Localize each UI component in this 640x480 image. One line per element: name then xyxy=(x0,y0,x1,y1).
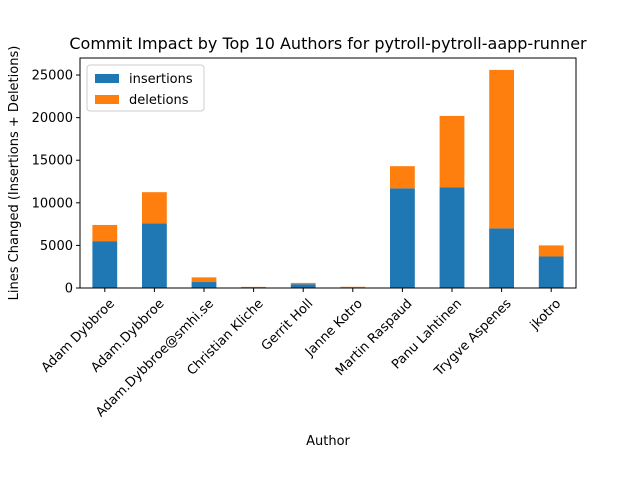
bar-deletions xyxy=(390,166,415,189)
x-tick-label: jkotro xyxy=(527,296,564,333)
legend-label-deletions: deletions xyxy=(129,93,189,108)
legend: insertions deletions xyxy=(86,64,205,112)
y-tick-label: 10000 xyxy=(32,196,73,211)
y-tick-label: 15000 xyxy=(32,154,73,169)
bar-deletions xyxy=(439,115,465,188)
x-axis-label: Author xyxy=(306,434,350,449)
bar-deletions xyxy=(290,282,316,285)
bar-insertions xyxy=(142,223,167,288)
bar-deletions xyxy=(92,224,118,242)
x-axis: Adam DybbroeAdam.DybbroeAdam.Dybbroe@smh… xyxy=(39,288,564,420)
bar-insertions xyxy=(439,187,465,288)
chart-title: Commit Impact by Top 10 Authors for pytr… xyxy=(69,34,587,53)
bar-insertions xyxy=(191,282,217,288)
y-axis: 0 5000 10000 15000 20000 25000 xyxy=(32,69,80,297)
plot-frame xyxy=(79,57,577,289)
y-tick-label: 20000 xyxy=(32,111,73,126)
y-axis-label: Lines Changed (Insertions + Deletions) xyxy=(7,46,22,301)
bar-deletions xyxy=(538,245,564,257)
bar-insertions xyxy=(489,228,514,288)
legend-swatch-insertions xyxy=(95,74,119,83)
y-tick-label: 5000 xyxy=(40,239,73,254)
legend-label-insertions: insertions xyxy=(129,72,193,87)
bar-deletions xyxy=(340,286,366,288)
bar-insertions xyxy=(290,284,316,288)
bar-deletions xyxy=(489,69,514,229)
bars-layer xyxy=(92,69,564,288)
y-tick-label: 25000 xyxy=(32,69,73,84)
bar-deletions xyxy=(191,277,217,283)
bar-deletions xyxy=(142,192,167,224)
legend-swatch-deletions xyxy=(95,95,119,104)
y-tick-label: 0 xyxy=(65,282,73,297)
bar-insertions xyxy=(92,241,118,288)
bar-insertions xyxy=(390,188,415,288)
bar-deletions xyxy=(241,286,266,288)
bar-insertions xyxy=(538,256,564,288)
